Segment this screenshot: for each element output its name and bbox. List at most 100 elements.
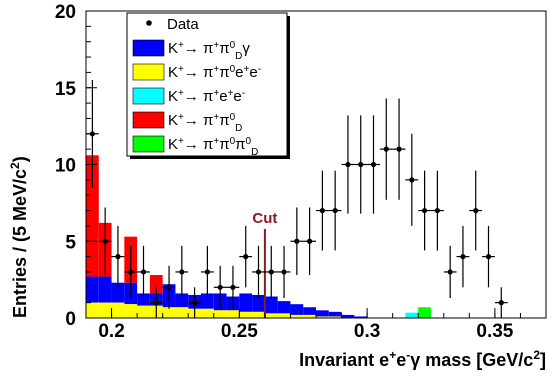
stack-bin [99, 277, 112, 303]
y-tick-label: 10 [55, 156, 76, 177]
stack-bin [227, 310, 240, 318]
data-marker [384, 147, 389, 152]
data-marker [435, 208, 440, 213]
legend-swatch [133, 112, 164, 128]
data-point [457, 226, 470, 287]
y-tick-label: 5 [65, 232, 76, 253]
data-point [239, 226, 252, 287]
legend-swatch [133, 64, 164, 80]
data-point [367, 115, 380, 213]
data-point [495, 287, 508, 318]
data-point [380, 98, 393, 199]
data-marker [103, 239, 108, 244]
data-marker [166, 285, 171, 290]
stack-bin [86, 277, 99, 303]
data-marker [179, 269, 184, 274]
data-point [342, 115, 355, 213]
data-marker [205, 269, 210, 274]
data-point [444, 246, 457, 298]
data-point [418, 171, 431, 251]
stack-bin [163, 307, 176, 318]
stack-bin [290, 304, 303, 315]
data-marker [192, 300, 197, 305]
data-marker [409, 177, 414, 182]
data-marker [345, 162, 350, 167]
data-point [469, 171, 482, 251]
data-point [482, 226, 495, 287]
data-marker [486, 254, 491, 259]
data-point [265, 246, 278, 298]
x-tick-label: 0.3 [354, 321, 380, 342]
stack-bin [329, 312, 342, 317]
data-point [303, 207, 316, 275]
data-point [137, 246, 150, 298]
data-point [278, 246, 291, 298]
legend-label: Data [167, 16, 199, 33]
stack-component-3 [86, 155, 163, 293]
stack-bin [278, 313, 291, 318]
data-point [329, 171, 342, 251]
y-axis-label: Entries / (5 MeV/c2) [8, 156, 30, 318]
data-marker [281, 269, 286, 274]
y-tick-label: 15 [55, 79, 77, 100]
data-marker [499, 300, 504, 305]
data-point [393, 98, 406, 199]
stack-bin [175, 307, 188, 318]
data-point [290, 207, 303, 275]
data-point [354, 115, 367, 213]
data-marker [294, 239, 299, 244]
stack-component-4 [418, 307, 431, 318]
data-marker [448, 269, 453, 274]
stack-bin [214, 310, 227, 318]
data-marker [154, 300, 159, 305]
stack-bin [278, 301, 291, 313]
data-marker [256, 269, 261, 274]
data-marker [230, 285, 235, 290]
cut-label: Cut [252, 210, 277, 227]
stack-bin [86, 303, 99, 318]
legend-data-marker [146, 20, 152, 26]
stack-bin [418, 307, 431, 318]
data-point [201, 246, 214, 298]
data-marker [141, 269, 146, 274]
stack-bin [303, 307, 316, 315]
data-marker [460, 254, 465, 259]
data-marker [371, 162, 376, 167]
y-tick-label: 20 [55, 2, 76, 23]
data-marker [473, 208, 478, 213]
legend-swatch [133, 40, 164, 56]
data-point [112, 226, 125, 287]
stack-bin [239, 293, 252, 311]
data-marker [320, 208, 325, 213]
stack-bin [137, 306, 150, 318]
data-marker [218, 285, 223, 290]
legend: Data K+→ π+π0Dγ K+→ π+π0e+e- K+→ π+e+e- K+→ … [127, 13, 290, 159]
legend-item-2: K+→ π+π0e+e- [133, 64, 261, 82]
stack-bin [124, 304, 137, 318]
stack-bin [405, 313, 418, 318]
data-point [252, 246, 265, 298]
data-marker [115, 254, 120, 259]
stack-bin [112, 303, 125, 318]
data-marker [307, 239, 312, 244]
stack-bin [265, 297, 278, 314]
legend-swatch [133, 88, 164, 104]
x-tick-label: 0.35 [476, 321, 513, 342]
data-point [431, 171, 444, 251]
stack-bin [201, 309, 214, 318]
x-tick-label: 0.25 [221, 321, 258, 342]
data-marker [396, 147, 401, 152]
data-point [316, 171, 329, 251]
data-marker [128, 269, 133, 274]
x-tick-label: 0.2 [98, 321, 124, 342]
data-point [175, 246, 188, 298]
stack-bin [316, 310, 329, 316]
data-marker [358, 162, 363, 167]
stack-bin [252, 312, 265, 318]
data-point [405, 134, 418, 226]
data-marker [333, 208, 338, 213]
stack-component-2 [405, 313, 418, 318]
stack-bin [265, 313, 278, 318]
stack-bin [239, 312, 252, 318]
